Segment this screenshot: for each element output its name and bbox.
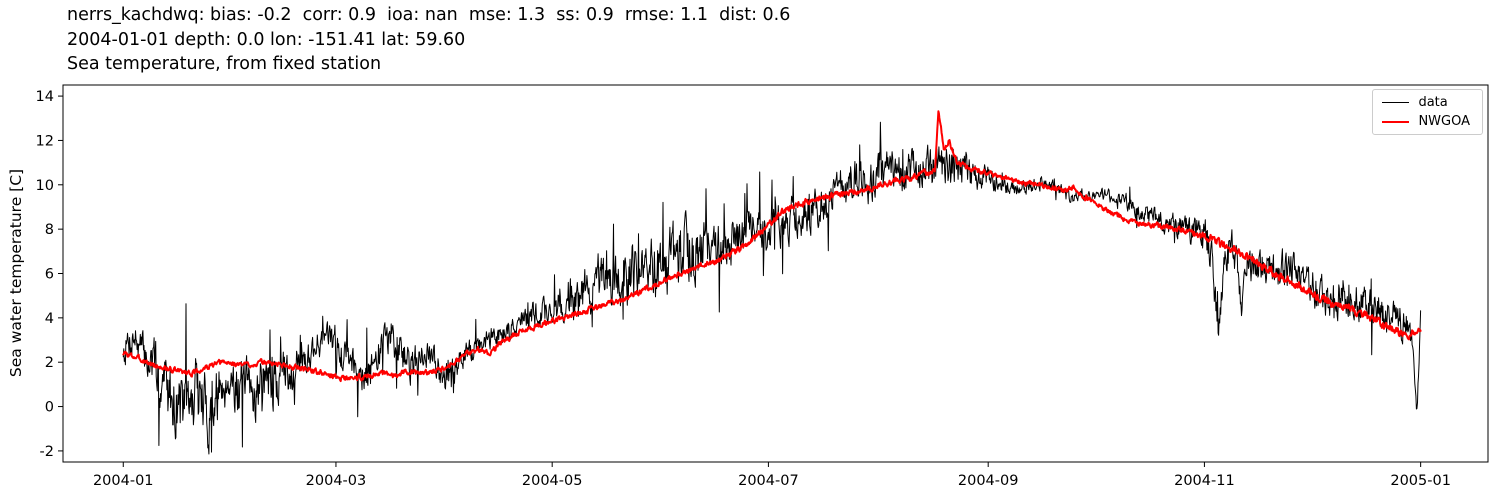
data-series-swatch bbox=[1382, 102, 1410, 103]
x-tick-label: 2004-09 bbox=[958, 473, 1019, 489]
legend-item-nwgoa: NWGOA bbox=[1382, 115, 1470, 128]
title-stats-line: nerrs_kachdwq: bias: -0.2 corr: 0.9 ioa:… bbox=[67, 5, 791, 25]
title-station-line: 2004-01-01 depth: 0.0 lon: -151.41 lat: … bbox=[67, 29, 466, 50]
plot-border bbox=[62, 84, 1489, 463]
y-tick-label: 10 bbox=[36, 178, 54, 194]
series-line-data bbox=[122, 121, 1422, 455]
y-tick-label: 4 bbox=[45, 311, 54, 327]
y-tick-label: 0 bbox=[45, 400, 54, 416]
x-tick-label: 2005-01 bbox=[1390, 473, 1451, 489]
y-tick-label: -2 bbox=[40, 444, 54, 460]
legend-label-nwgoa: NWGOA bbox=[1418, 114, 1470, 129]
y-tick-label: 12 bbox=[36, 133, 54, 149]
y-tick-label: 2 bbox=[45, 355, 54, 371]
y-tick-label: 6 bbox=[45, 267, 54, 283]
x-tick-label: 2004-07 bbox=[738, 473, 799, 489]
series-line-nwgoa bbox=[122, 110, 1422, 383]
x-tick-label: 2004-11 bbox=[1174, 473, 1235, 489]
nwgoa-series-swatch bbox=[1382, 120, 1410, 123]
title-block: nerrs_kachdwq: bias: -0.2 corr: 0.9 ioa:… bbox=[67, 3, 790, 77]
legend: data NWGOA bbox=[1372, 89, 1483, 135]
legend-label-data: data bbox=[1418, 95, 1448, 110]
chart-title: Sea temperature, from fixed station bbox=[67, 54, 382, 74]
y-tick-label: 8 bbox=[45, 222, 54, 238]
x-tick-label: 2004-05 bbox=[522, 473, 583, 489]
y-axis-label: Sea water temperature [C] bbox=[7, 168, 25, 378]
legend-item-data: data bbox=[1382, 96, 1470, 109]
y-tick-label: 14 bbox=[36, 89, 54, 105]
x-tick-label: 2004-03 bbox=[306, 473, 367, 489]
x-tick-label: 2004-01 bbox=[93, 473, 154, 489]
